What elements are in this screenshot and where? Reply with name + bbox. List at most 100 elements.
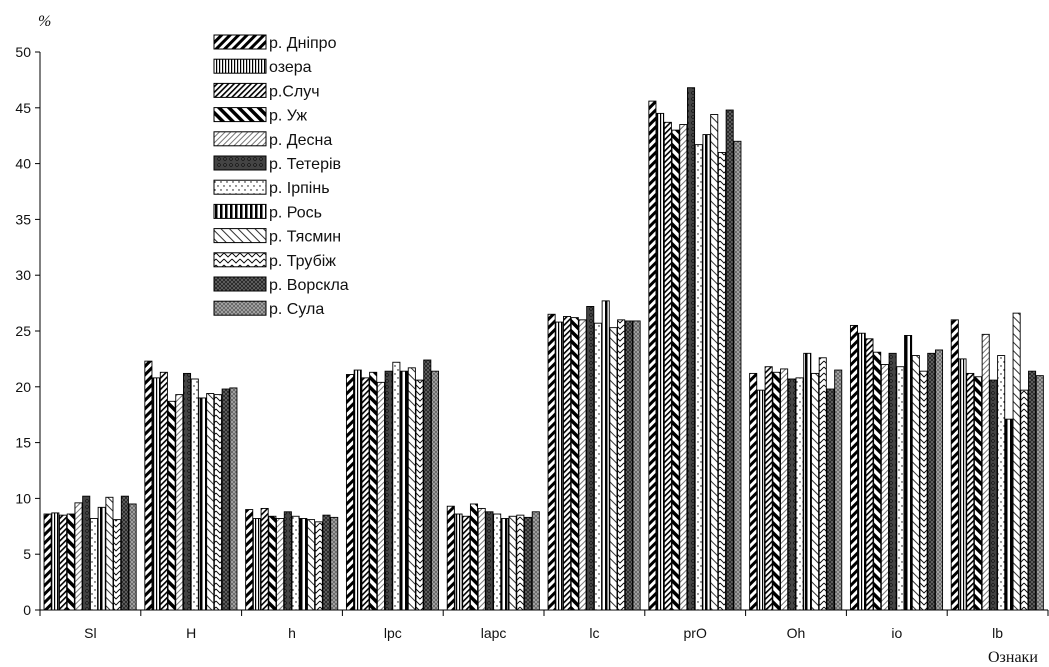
y-axis-title: % [38, 13, 51, 30]
bar-io-10 [919, 370, 928, 611]
legend-label: р. Ірпінь [269, 180, 330, 197]
bar-H-10 [213, 394, 222, 611]
bar-prO-9 [710, 114, 719, 611]
bar-Oh-1 [749, 372, 758, 611]
bar-Oh-12 [834, 369, 843, 611]
bar-h-1 [245, 509, 254, 611]
bar-prO-5 [679, 124, 688, 611]
bar-prO-4 [671, 129, 680, 611]
bar-lapc-1 [446, 505, 455, 611]
y-tick-label: 40 [15, 156, 31, 172]
bar-Sl-7 [89, 518, 98, 611]
bar-io-7 [896, 366, 905, 611]
bar-H-6 [183, 372, 192, 611]
x-axis-title: Ознаки [988, 649, 1038, 666]
bar-H-11 [221, 388, 230, 611]
y-axis: 0 5 10 15 20 25 30 35 40 45 50 [15, 44, 41, 618]
bar-h-8 [299, 518, 308, 611]
bar-lc-11 [624, 320, 633, 611]
y-tick-label: 30 [15, 267, 31, 283]
x-category-label: lb [992, 625, 1003, 641]
bar-io-3 [865, 338, 874, 611]
bar-Sl-12 [128, 503, 137, 611]
bar-lapc-8 [500, 518, 509, 611]
bar-prO-12 [733, 140, 742, 611]
legend-label: р. Тясмин [269, 229, 341, 246]
bar-H-2 [152, 377, 161, 611]
bar-lb-2 [958, 358, 967, 611]
bar-Oh-6 [787, 378, 796, 611]
bar-lb-6 [989, 379, 998, 611]
bar-h-12 [330, 516, 339, 611]
bar-io-2 [857, 332, 866, 611]
bar-lapc-9 [508, 515, 517, 611]
bar-lapc-10 [516, 514, 525, 611]
bar-io-11 [927, 352, 936, 611]
bar-io-1 [849, 324, 859, 611]
bar-lapc-3 [462, 515, 471, 611]
legend-swatch [213, 58, 267, 74]
legend-label: р. Десна [269, 132, 332, 149]
x-category-label: lapc [481, 625, 507, 641]
bar-lpc-11 [423, 359, 432, 611]
bar-Oh-3 [764, 366, 773, 611]
bar-lpc-1 [345, 374, 355, 611]
legend-swatch [213, 179, 267, 195]
legend-label: р. Ворскла [269, 277, 349, 294]
bar-io-4 [873, 351, 882, 611]
x-category-label: H [186, 625, 196, 641]
x-category-label: prO [684, 625, 707, 641]
x-category-label: h [288, 625, 296, 641]
bar-Oh-8 [803, 352, 812, 611]
bar-lapc-11 [524, 516, 533, 611]
x-category-label: lc [589, 625, 599, 641]
bar-lb-11 [1028, 370, 1037, 611]
bar-lapc-4 [469, 503, 479, 611]
legend-label: озера [269, 59, 312, 76]
bar-H-3 [159, 371, 168, 611]
bar-Sl-8 [97, 506, 106, 611]
bar-prO-8 [702, 134, 711, 611]
bar-io-5 [880, 364, 889, 611]
bar-lapc-12 [531, 511, 540, 611]
legend-swatch [213, 228, 267, 244]
bar-io-12 [934, 349, 944, 611]
bar-prO-6 [687, 87, 696, 611]
legend-label: р. Тетерів [269, 156, 341, 173]
bar-lb-12 [1035, 375, 1044, 611]
bar-Sl-11 [120, 495, 129, 611]
bar-h-3 [260, 507, 269, 611]
legend-swatch [213, 300, 267, 316]
bar-lc-7 [593, 322, 602, 611]
bar-lc-10 [617, 319, 626, 611]
bar-lc-5 [578, 319, 587, 611]
legend-label: р.Случ [269, 83, 320, 100]
bar-lapc-7 [493, 513, 502, 611]
bar-lpc-6 [384, 370, 393, 611]
y-tick-label: 0 [23, 602, 31, 618]
legend-swatch [213, 34, 267, 50]
bar-lc-6 [586, 306, 595, 611]
bar-lb-9 [1012, 312, 1021, 611]
bar-Sl-5 [74, 502, 83, 611]
bar-lpc-10 [415, 379, 424, 611]
bar-lapc-6 [485, 511, 494, 611]
x-category-label: Sl [84, 625, 96, 641]
bar-Sl-9 [105, 496, 114, 611]
bars [43, 87, 1044, 611]
bar-prO-1 [648, 100, 657, 611]
bar-H-1 [144, 360, 153, 611]
bar-prO-10 [717, 151, 726, 611]
y-tick-label: 45 [15, 100, 31, 116]
bar-Sl-10 [113, 519, 122, 611]
bar-lpc-12 [430, 370, 440, 611]
legend-swatch [213, 276, 267, 292]
bar-h-10 [314, 521, 323, 611]
x-category-label: Oh [787, 625, 806, 641]
bar-Sl-3 [59, 514, 68, 611]
bar-h-11 [322, 514, 331, 611]
bar-lb-10 [1020, 389, 1029, 611]
bar-lb-1 [950, 319, 959, 611]
